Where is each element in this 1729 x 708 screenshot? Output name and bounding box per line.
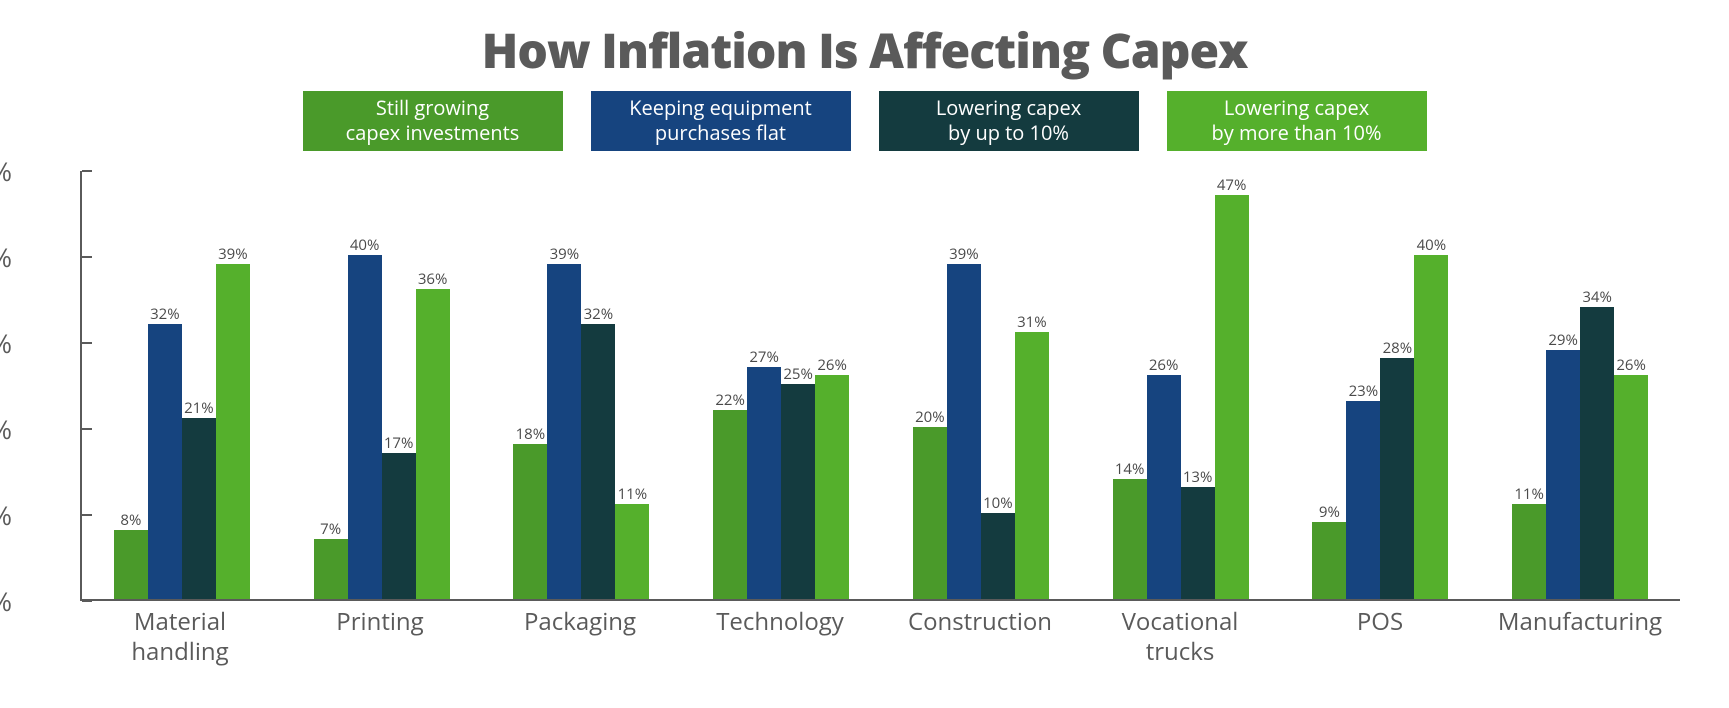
x-axis-label: Packaging xyxy=(480,607,680,667)
bar-value-label: 47% xyxy=(1217,175,1247,195)
bar-value-label: 10% xyxy=(983,493,1013,513)
bar-value-label: 34% xyxy=(1582,287,1612,307)
y-tick-label: 0% xyxy=(0,583,12,619)
bar: 27% xyxy=(747,367,781,599)
bar: 17% xyxy=(382,453,416,599)
bar-value-label: 8% xyxy=(120,510,141,530)
bar-value-label: 11% xyxy=(618,484,648,504)
bar: 29% xyxy=(1546,350,1580,599)
bar-value-label: 40% xyxy=(350,235,380,255)
bar-value-label: 36% xyxy=(418,269,448,289)
bar: 23% xyxy=(1346,401,1380,599)
y-tick-label: 30% xyxy=(0,325,12,361)
bar-value-label: 40% xyxy=(1417,235,1447,255)
x-axis-label: Construction xyxy=(880,607,1080,667)
bar: 39% xyxy=(947,264,981,599)
bar: 10% xyxy=(981,513,1015,599)
bar-group: 20%39%10%31% xyxy=(881,171,1081,599)
bar-group: 11%29%34%26% xyxy=(1480,171,1680,599)
legend-item-2: Lowering capexby up to 10% xyxy=(879,91,1139,151)
x-axis-labels: MaterialhandlingPrintingPackagingTechnol… xyxy=(80,607,1680,667)
bar-value-label: 29% xyxy=(1548,330,1578,350)
bar-value-label: 39% xyxy=(218,244,248,264)
bar-value-label: 21% xyxy=(184,398,214,418)
x-axis-label: Printing xyxy=(280,607,480,667)
bar-value-label: 9% xyxy=(1319,502,1340,522)
bar-value-label: 25% xyxy=(783,364,813,384)
x-axis-label: Technology xyxy=(680,607,880,667)
bar-value-label: 11% xyxy=(1514,484,1544,504)
bar: 20% xyxy=(913,427,947,599)
bar-value-label: 13% xyxy=(1183,467,1213,487)
bar: 11% xyxy=(1512,504,1546,599)
bar-value-label: 39% xyxy=(550,244,580,264)
bar: 26% xyxy=(1614,375,1648,599)
legend-item-3: Lowering capexby more than 10% xyxy=(1167,91,1427,151)
x-axis-label: Materialhandling xyxy=(80,607,280,667)
bar: 39% xyxy=(216,264,250,599)
bar-value-label: 31% xyxy=(1017,312,1047,332)
bar: 7% xyxy=(314,539,348,599)
bar-group: 14%26%13%47% xyxy=(1081,171,1281,599)
bar-value-label: 28% xyxy=(1383,338,1413,358)
y-tick-mark xyxy=(82,600,92,602)
bar: 28% xyxy=(1380,358,1414,599)
bar: 32% xyxy=(148,324,182,599)
legend-item-0: Still growingcapex investments xyxy=(303,91,563,151)
bar-value-label: 26% xyxy=(817,355,847,375)
x-axis-label: POS xyxy=(1280,607,1480,667)
bar: 8% xyxy=(114,530,148,599)
bar: 22% xyxy=(713,410,747,599)
y-tick-label: 40% xyxy=(0,239,12,275)
bar-value-label: 32% xyxy=(150,304,180,324)
bar-value-label: 18% xyxy=(516,424,546,444)
bar-value-label: 26% xyxy=(1616,355,1646,375)
bar: 39% xyxy=(547,264,581,599)
bar: 26% xyxy=(815,375,849,599)
y-tick-label: 50% xyxy=(0,153,12,189)
y-tick-label: 10% xyxy=(0,497,12,533)
bar: 9% xyxy=(1312,522,1346,599)
chart-title: How Inflation Is Affecting Capex xyxy=(0,0,1729,83)
chart: 0%10%20%30%40%50% 8%32%21%39%7%40%17%36%… xyxy=(80,171,1689,667)
bar-value-label: 32% xyxy=(584,304,614,324)
bar: 14% xyxy=(1113,479,1147,599)
x-axis-label: Manufacturing xyxy=(1480,607,1680,667)
bar: 36% xyxy=(416,289,450,599)
bar-value-label: 27% xyxy=(749,347,779,367)
bar-value-label: 22% xyxy=(715,390,745,410)
bar-group: 9%23%28%40% xyxy=(1281,171,1481,599)
bar-value-label: 17% xyxy=(384,433,414,453)
bar-value-label: 14% xyxy=(1115,459,1145,479)
bar: 32% xyxy=(581,324,615,599)
bar-value-label: 7% xyxy=(320,519,341,539)
bar-group: 8%32%21%39% xyxy=(82,171,282,599)
bar-value-label: 26% xyxy=(1149,355,1179,375)
bar: 40% xyxy=(1414,255,1448,599)
bar-group: 7%40%17%36% xyxy=(282,171,482,599)
bar: 13% xyxy=(1181,487,1215,599)
bar: 31% xyxy=(1015,332,1049,599)
plot-area: 0%10%20%30%40%50% 8%32%21%39%7%40%17%36%… xyxy=(80,171,1680,601)
bar-value-label: 20% xyxy=(915,407,945,427)
bar: 21% xyxy=(182,418,216,599)
bar: 47% xyxy=(1215,195,1249,599)
x-axis-label: Vocationaltrucks xyxy=(1080,607,1280,667)
bar-groups: 8%32%21%39%7%40%17%36%18%39%32%11%22%27%… xyxy=(82,171,1680,599)
bar-group: 22%27%25%26% xyxy=(681,171,881,599)
bar-value-label: 23% xyxy=(1349,381,1379,401)
bar: 26% xyxy=(1147,375,1181,599)
bar: 34% xyxy=(1580,307,1614,599)
legend: Still growingcapex investments Keeping eq… xyxy=(0,91,1729,151)
y-tick-label: 20% xyxy=(0,411,12,447)
bar: 11% xyxy=(615,504,649,599)
bar: 40% xyxy=(348,255,382,599)
bar: 25% xyxy=(781,384,815,599)
bar-value-label: 39% xyxy=(949,244,979,264)
bar: 18% xyxy=(513,444,547,599)
bar-group: 18%39%32%11% xyxy=(482,171,682,599)
legend-item-1: Keeping equipmentpurchases flat xyxy=(591,91,851,151)
